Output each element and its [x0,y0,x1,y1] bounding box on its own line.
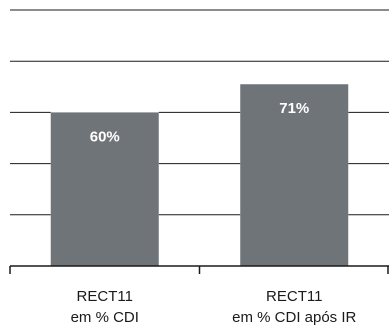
category-label-2-line-1: RECT11 [266,288,322,305]
gridlines [10,9,389,216]
category-labels: RECT11 em % CDI RECT11 em % CDI após IR [71,288,357,326]
category-label-1-line-1: RECT11 [77,288,133,305]
data-label-2: 71% [279,100,309,117]
bar-1 [50,112,159,267]
category-label-1-line-2: em % CDI [71,309,139,326]
data-label-1: 60% [90,128,120,145]
bars [50,84,349,267]
data-labels: 60% 71% [90,100,310,145]
category-label-2-line-2: em % CDI após IR [232,309,356,326]
x-axis [9,265,389,274]
bar-2 [240,84,349,267]
